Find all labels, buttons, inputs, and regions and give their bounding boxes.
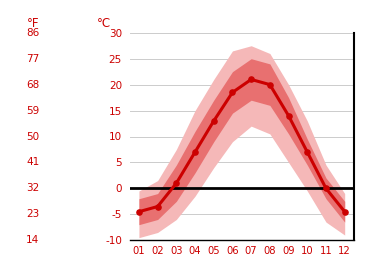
Text: 32: 32 bbox=[26, 183, 39, 193]
Point bbox=[248, 77, 254, 82]
Text: 50: 50 bbox=[26, 132, 39, 141]
Text: 68: 68 bbox=[26, 80, 39, 90]
Text: 41: 41 bbox=[26, 158, 39, 167]
Point bbox=[136, 210, 142, 214]
Text: 59: 59 bbox=[26, 106, 39, 115]
Text: °C: °C bbox=[97, 17, 111, 30]
Point bbox=[342, 210, 347, 214]
Point bbox=[286, 114, 292, 118]
Point bbox=[211, 119, 217, 123]
Point bbox=[155, 204, 161, 209]
Point bbox=[323, 186, 329, 191]
Text: 14: 14 bbox=[26, 235, 39, 245]
Text: 86: 86 bbox=[26, 28, 39, 38]
Point bbox=[304, 150, 310, 154]
Point bbox=[192, 150, 198, 154]
Text: 77: 77 bbox=[26, 54, 39, 64]
Point bbox=[173, 181, 179, 185]
Text: 23: 23 bbox=[26, 209, 39, 219]
Text: °F: °F bbox=[27, 17, 39, 30]
Point bbox=[230, 90, 235, 94]
Point bbox=[267, 82, 273, 87]
